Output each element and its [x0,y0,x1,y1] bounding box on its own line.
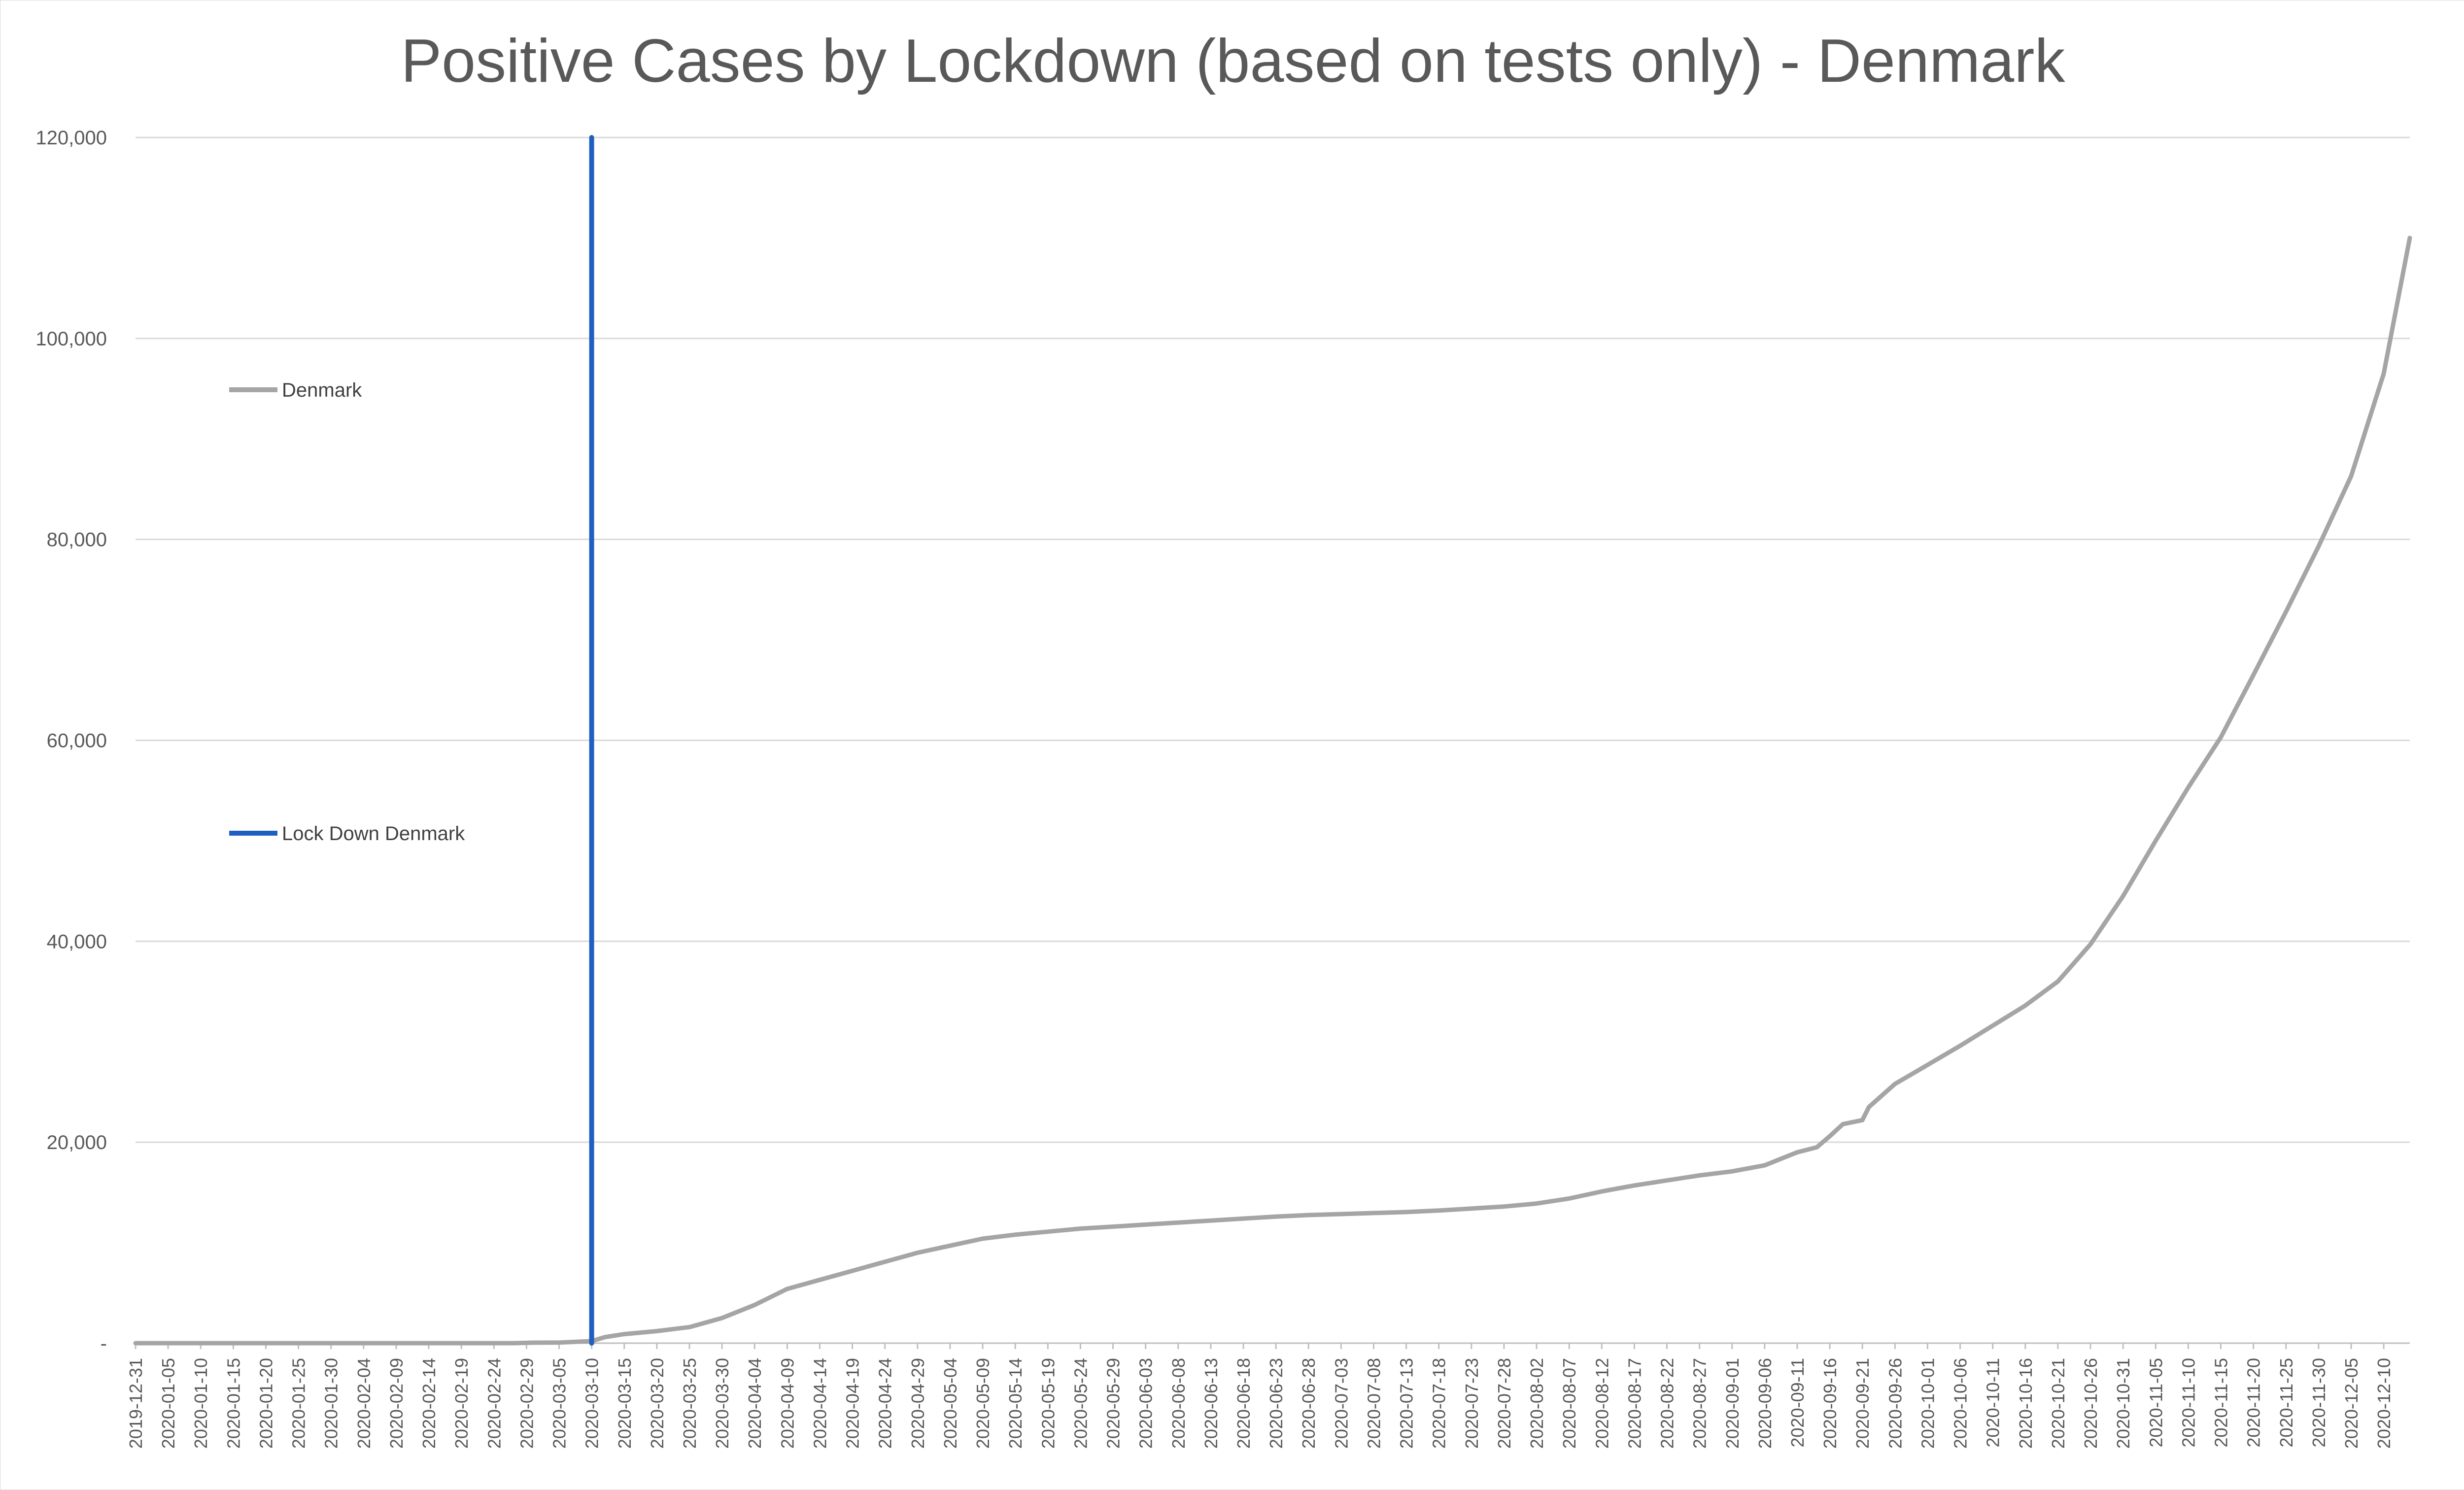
x-tick-label: 2020-09-06 [1755,1358,1775,1449]
x-tick-label: 2020-05-29 [1103,1358,1124,1449]
x-tick-label: 2020-07-23 [1462,1358,1482,1449]
y-tick-label: 60,000 [47,730,107,752]
x-tick-label: 2020-02-04 [354,1358,374,1449]
x-tick-label: 2020-10-26 [2081,1358,2101,1449]
x-tick-label: 2020-11-15 [2211,1358,2231,1447]
legend-label: Lock Down Denmark [282,823,465,845]
x-tick-label: 2020-12-05 [2341,1358,2361,1449]
x-tick-label: 2020-04-19 [843,1358,863,1449]
x-tick-label: 2020-06-03 [1136,1358,1156,1449]
x-tick-label: 2020-11-25 [2276,1358,2296,1447]
denmark-series-line [133,236,2412,1346]
x-tick-label: 2020-04-14 [810,1358,830,1449]
x-tick-label: 2020-09-16 [1820,1358,1840,1449]
x-tick-label: 2020-05-14 [1005,1358,1026,1449]
y-tick-label: 40,000 [47,931,107,952]
x-tick-label: 2020-07-13 [1397,1358,1417,1449]
x-tick-label: 2020-10-21 [2048,1358,2068,1449]
y-tick-label: 120,000 [35,127,107,149]
x-tick-label: 2020-01-25 [289,1358,309,1449]
x-tick-label: 2020-04-04 [745,1358,765,1449]
chart-title: Positive Cases by Lockdown (based on tes… [401,27,2065,95]
x-tick-label: 2020-03-10 [582,1358,602,1449]
x-tick-label: 2020-06-18 [1233,1358,1254,1449]
x-tick-label: 2020-11-30 [2309,1358,2329,1447]
x-tick-label: 2020-07-03 [1331,1358,1351,1449]
x-tick-label: 2019-12-31 [126,1358,146,1449]
x-axis-tick-labels: 2019-12-31 2020-01-05 2020-01-10 2020-01-15… [126,1343,2394,1449]
x-tick-label: 2020-03-05 [549,1358,570,1449]
x-tick-label: 2020-05-09 [973,1358,993,1449]
gridlines [136,136,2410,1344]
x-tick-label: 2020-02-14 [419,1358,439,1449]
x-tick-label: 2020-11-05 [2146,1358,2166,1447]
y-axis-tick-labels: - 20,000 40,000 60,000 80,000 100,000 120,000 [35,127,107,1355]
y-tick-label: 80,000 [47,529,107,551]
x-tick-label: 2020-04-09 [777,1358,797,1449]
legend: Denmark Lock Down Denmark [229,379,465,845]
x-tick-label: 2020-10-16 [2016,1358,2036,1449]
x-tick-label: 2020-08-12 [1592,1358,1612,1449]
x-tick-label: 2020-10-01 [1917,1358,1938,1449]
x-tick-label: 2020-02-29 [516,1358,537,1449]
x-tick-label: 2020-03-20 [647,1358,667,1449]
x-tick-label: 2020-05-19 [1038,1358,1058,1449]
x-tick-label: 2020-01-30 [321,1358,342,1449]
x-tick-label: 2020-09-26 [1885,1358,1905,1449]
y-tick-label: 100,000 [35,328,107,350]
x-tick-label: 2020-10-31 [2113,1358,2133,1449]
x-tick-label: 2020-02-09 [386,1358,407,1449]
x-tick-label: 2020-04-29 [908,1358,928,1449]
x-tick-label: 2020-03-15 [615,1358,635,1449]
x-tick-label: 2020-09-11 [1787,1358,1808,1447]
x-tick-label: 2020-04-24 [875,1358,895,1449]
x-tick-label: 2020-07-28 [1494,1358,1514,1449]
x-tick-label: 2020-06-23 [1266,1358,1286,1449]
x-tick-label: 2020-08-02 [1527,1358,1547,1449]
x-tick-label: 2020-08-17 [1624,1358,1644,1449]
x-tick-label: 2020-06-08 [1168,1358,1189,1449]
x-tick-label: 2020-01-05 [158,1358,178,1449]
x-tick-label: 2020-02-24 [484,1358,504,1449]
x-tick-label: 2020-07-08 [1364,1358,1384,1449]
x-tick-label: 2020-03-25 [680,1358,700,1449]
x-tick-label: 2020-07-18 [1429,1358,1449,1449]
x-tick-label: 2020-01-20 [256,1358,276,1449]
x-tick-label: 2020-11-20 [2244,1358,2264,1447]
x-tick-label: 2020-08-27 [1690,1358,1710,1449]
x-tick-label: 2020-09-01 [1722,1358,1743,1449]
y-tick-label: - [101,1333,107,1355]
x-tick-label: 2020-06-28 [1299,1358,1319,1449]
y-tick-label: 20,000 [47,1132,107,1153]
x-tick-label: 2020-02-19 [451,1358,472,1449]
legend-label: Denmark [282,379,362,401]
x-tick-label: 2020-05-04 [940,1358,960,1449]
x-tick-label: 2020-12-10 [2374,1358,2394,1449]
x-tick-label: 2020-09-21 [1852,1358,1873,1449]
x-tick-label: 2020-06-13 [1201,1358,1221,1449]
series-lines [133,135,2412,1346]
x-tick-label: 2020-10-11 [1983,1358,2003,1447]
x-tick-label: 2020-08-22 [1657,1358,1677,1449]
x-tick-label: 2020-11-10 [2178,1358,2198,1447]
x-tick-label: 2020-03-30 [712,1358,732,1449]
x-tick-label: 2020-08-07 [1559,1358,1579,1449]
x-tick-label: 2020-01-10 [191,1358,211,1449]
x-tick-label: 2020-05-24 [1070,1358,1091,1449]
x-tick-label: 2020-01-15 [223,1358,243,1449]
x-tick-label: 2020-10-06 [1951,1358,1971,1449]
